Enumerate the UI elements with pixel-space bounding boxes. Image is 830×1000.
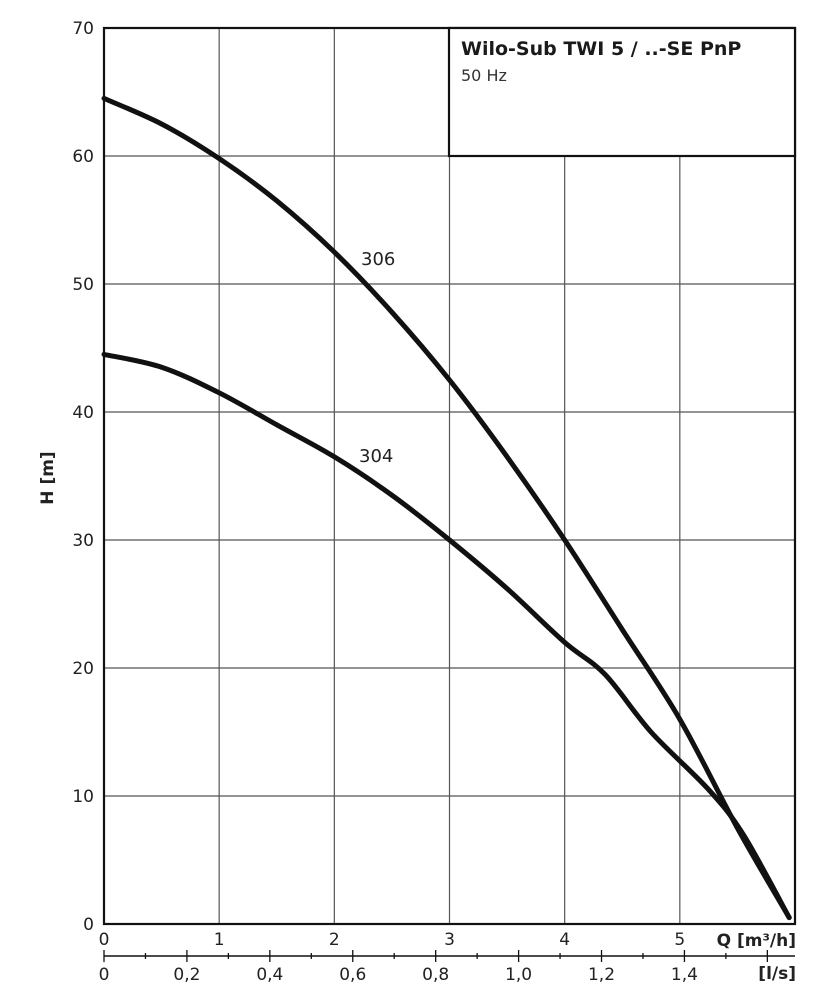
x2-tick-label: 1,2: [588, 965, 615, 985]
y-tick-labels: 0 10 20 30 40 50 60 70: [72, 19, 94, 935]
grid: [102, 26, 797, 926]
x-tick-label: 1: [214, 930, 225, 950]
chart-subtitle: 50 Hz: [461, 66, 507, 85]
y-axis-title: H [m]: [38, 451, 58, 504]
x2-tick-label: 0,8: [422, 965, 449, 985]
y-tick-label: 10: [72, 787, 94, 807]
y-tick-label: 60: [72, 147, 94, 167]
y-tick-label: 20: [72, 659, 94, 679]
y-tick-label: 0: [83, 915, 94, 935]
x2-tick-label: 0,6: [339, 965, 366, 985]
x-tick-label: 3: [444, 930, 455, 950]
x-tick-label: 5: [674, 930, 685, 950]
title-box: [447, 26, 797, 158]
x-axis-title: Q [m³/h]: [717, 931, 796, 951]
x2-tick-label: 1,4: [671, 965, 698, 985]
x-tick-label: 4: [559, 930, 570, 950]
curve-label-304: 304: [359, 446, 393, 467]
y-tick-label: 30: [72, 531, 94, 551]
x-tick-label: 2: [329, 930, 340, 950]
y-tick-label: 50: [72, 275, 94, 295]
x2-axis-title: [l/s]: [758, 964, 796, 984]
curve-label-306: 306: [361, 249, 395, 270]
x2-tick-labels: 0 0,2 0,4 0,6 0,8 1,0 1,2 1,4: [99, 950, 795, 985]
y-tick-label: 40: [72, 403, 94, 423]
curve-306: [101, 95, 792, 921]
x-tick-labels: 0 1 2 3 4 5: [99, 930, 686, 950]
curves: [101, 95, 792, 921]
x2-tick-label: 0,2: [173, 965, 200, 985]
curve-304: [101, 351, 792, 921]
x2-tick-label: 1,0: [505, 965, 532, 985]
y-tick-label: 70: [72, 19, 94, 39]
x2-tick-label: 0: [99, 965, 110, 985]
x-tick-label: 0: [99, 930, 110, 950]
chart-title: Wilo-Sub TWI 5 / ..-SE PnP: [461, 38, 741, 60]
x2-tick-label: 0,4: [256, 965, 283, 985]
